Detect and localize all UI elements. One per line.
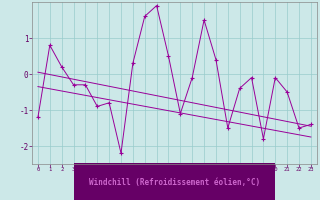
X-axis label: Windchill (Refroidissement éolien,°C): Windchill (Refroidissement éolien,°C) [89,178,260,187]
